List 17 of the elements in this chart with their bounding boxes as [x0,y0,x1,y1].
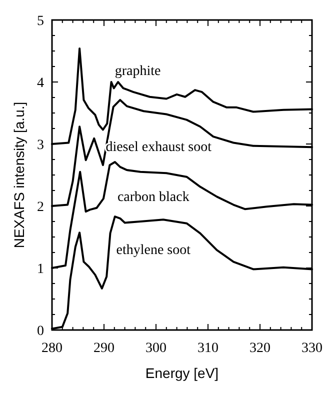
x-tick-label: 320 [250,341,270,356]
x-tick-label: 280 [42,341,62,356]
x-axis-title: Energy [eV] [145,365,219,381]
series-label: carbon black [117,190,190,205]
y-tick-label: 4 [37,76,44,91]
y-tick-label: 2 [37,200,44,215]
x-tick-label: 310 [198,341,218,356]
series-label: graphite [114,64,161,79]
y-tick-label: 5 [37,14,44,29]
x-tick-label: 290 [94,341,114,356]
y-tick-label: 1 [37,262,44,277]
y-axis-title: NEXAFS intensity [a.u.] [11,102,27,248]
y-tick-label: 0 [37,324,44,339]
series-label: ethylene soot [116,242,191,258]
x-tick-label: 330 [302,341,322,356]
x-tick-label: 300 [146,341,166,356]
y-tick-label: 3 [37,138,44,153]
